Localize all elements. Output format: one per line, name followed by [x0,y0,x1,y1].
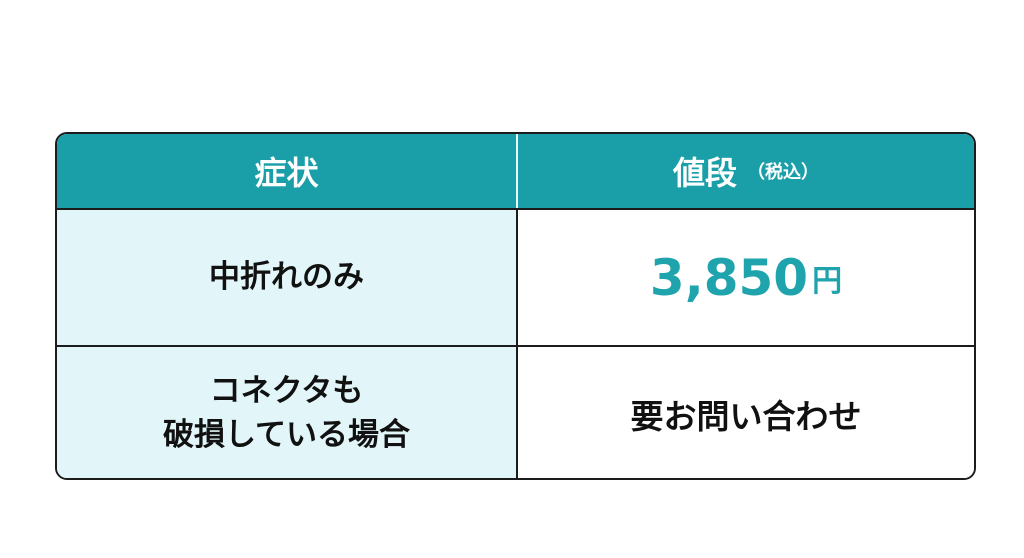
price-inquiry: 要お問い合わせ [630,396,862,436]
symptom-text: 中折れのみ [209,258,364,295]
table-row: コネクタも破損している場合 要お問い合わせ [57,347,974,478]
symptom-cell: 中折れのみ [57,210,518,345]
tax-note: （税込） [747,162,819,183]
price-table: 症状 値段 （税込） 中折れのみ 3,850 円 コネクタも破損している場合 要お問… [55,132,976,480]
price-cell: 要お問い合わせ [518,347,974,478]
price-cell: 3,850 円 [518,210,974,345]
symptom-text-line1: コネクタも [209,373,364,410]
price-value: 3,850 [649,248,809,307]
table-header: 症状 値段 （税込） [57,134,974,210]
header-symptom-label: 症状 [254,154,319,192]
table-row: 中折れのみ 3,850 円 [57,210,974,347]
symptom-cell: コネクタも破損している場合 [57,347,518,478]
header-price: 値段 （税込） [518,134,974,208]
price-unit: 円 [812,263,843,299]
header-price-label: 値段 [672,154,737,192]
header-symptom: 症状 [57,134,518,208]
symptom-text-line2: 破損している場合 [162,416,411,453]
